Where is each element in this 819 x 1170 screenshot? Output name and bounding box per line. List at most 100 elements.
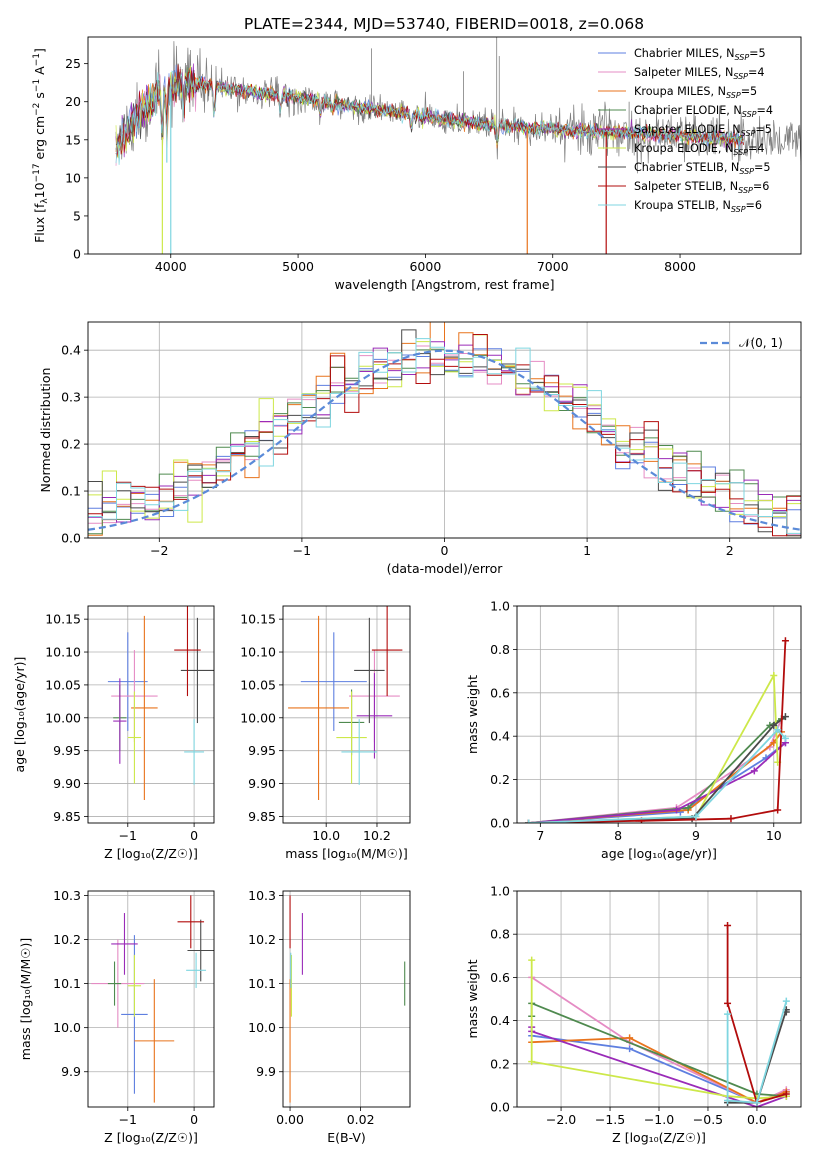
y-tick-label: 9.85 — [53, 809, 81, 824]
mass-weight-marker — [724, 999, 732, 1007]
y-tick-label: 0.4 — [490, 1013, 510, 1028]
massweight_vs_age-panel: 7 8 9 10 0.0 0.2 0.4 0.6 0.8 1.0 age [log₁₀(age/yr… — [465, 599, 802, 861]
x-tick-label: 7 — [536, 828, 544, 843]
mass-weight-marker — [782, 997, 790, 1005]
y-tick-label: 9.95 — [248, 743, 276, 758]
x-tick-label: 5000 — [282, 259, 314, 274]
legend-entry: Chabrier STELIB, NSSP=5 — [634, 161, 771, 176]
mass-weight-marker — [673, 806, 681, 814]
mass-weight-marker — [782, 1090, 790, 1098]
y-axis-label-part: ] — [32, 48, 47, 53]
x-axis-label: mass [log₁₀(M/M☉)] — [285, 846, 407, 861]
residuals-panel-plot-area — [88, 322, 801, 538]
legend-entry: Kroupa STELIB, NSSP=6 — [634, 199, 762, 214]
residual-histogram — [88, 322, 801, 538]
legend-entry-name: Kroupa ELODIE, N — [634, 142, 733, 155]
y-axis-label: age [log₁₀(age/yr)] — [12, 657, 27, 773]
y-tick-label: 10.0 — [53, 1020, 81, 1035]
y-tick-label: 9.90 — [248, 776, 276, 791]
y-tick-label: 0.0 — [490, 1100, 510, 1115]
mass_vs_ebv-panel-frame — [282, 890, 411, 1108]
x-tick-label: 0.00 — [276, 1112, 304, 1127]
spectrum-panel-plot-area — [115, 37, 801, 254]
residuals-panel: −2 −1 0 1 2 0.0 0.1 0.2 0.3 0.4 (data-model)/error… — [38, 321, 802, 576]
x-axis-label: E(B-V) — [327, 1130, 366, 1145]
legend-entry: Chabrier ELODIE, NSSP=4 — [634, 104, 773, 119]
y-tick-label: 0.6 — [490, 685, 510, 700]
y-tick-label: 0.1 — [61, 484, 81, 499]
y-axis-label-part: −2 — [32, 103, 42, 116]
y-axis-label: Flux [fλ10−17 erg cm−2 s−1 A−1] — [32, 48, 50, 243]
y-tick-label: 10.10 — [240, 645, 276, 660]
legend-entry-sub: SSP — [739, 167, 754, 176]
mass-weight-marker — [724, 922, 732, 930]
residual-histogram — [88, 334, 801, 538]
y-axis-label: mass [log₁₀(M/M☉)] — [18, 938, 33, 1060]
y-tick-label: 10.0 — [248, 1020, 276, 1035]
x-tick-label: −2 — [150, 543, 168, 558]
legend-entry-value: =5 — [754, 161, 771, 174]
x-tick-label: 10 — [766, 828, 782, 843]
mass-weight-line — [726, 1000, 788, 1104]
y-tick-label: 0.3 — [61, 390, 81, 405]
legend-entry: Salpeter STELIB, NSSP=6 — [634, 180, 769, 195]
model-spectrum-line — [115, 70, 744, 165]
mass-weight-marker — [753, 1099, 761, 1107]
spectrum-panel-frame — [87, 36, 802, 255]
mass-weight-marker — [770, 671, 778, 679]
mass-weight-line — [528, 742, 787, 823]
legend-entry-name: Salpeter STELIB, N — [634, 180, 738, 193]
y-tick-label: 10.00 — [45, 710, 81, 725]
y-tick-label: 9.85 — [248, 809, 276, 824]
legend-entry-value: =5 — [755, 123, 772, 136]
y-tick-label: 9.95 — [53, 743, 81, 758]
y-tick-label: 0.2 — [490, 1056, 510, 1071]
y-tick-label: 10.15 — [45, 612, 81, 627]
y-tick-label: 10.10 — [45, 645, 81, 660]
mass-weight-marker — [770, 721, 778, 729]
mass-weight-marker — [774, 726, 782, 734]
residual-histogram — [88, 338, 801, 538]
x-axis-label: Z [log₁₀(Z/Z☉)] — [104, 846, 198, 861]
x-axis-label: (data-model)/error — [387, 561, 504, 576]
y-tick-label: 0.4 — [490, 729, 510, 744]
y-tick-label: 10.2 — [53, 932, 81, 947]
y-tick-label: 10.2 — [248, 932, 276, 947]
mass_vs_Z-panel-frame — [87, 890, 215, 1108]
y-tick-label: 0.4 — [61, 343, 81, 358]
mass-weight-marker — [724, 1010, 732, 1018]
mass-weight-line — [528, 640, 787, 823]
mass-weight-marker — [525, 819, 533, 823]
legend-entry-sub: SSP — [733, 148, 748, 157]
x-tick-label: 4000 — [155, 259, 187, 274]
mass-weight-marker — [781, 734, 789, 742]
legend-entry-sub: SSP — [731, 205, 746, 214]
legend-entry-name: Salpeter ELODIE, N — [634, 123, 741, 136]
legend-entry-value: =6 — [753, 180, 770, 193]
age_vs_Z-panel-plot-area — [107, 606, 214, 800]
age_vs_mass-panel: 10.0 10.2 9.85 9.90 9.95 10.00 10.05 10.10 10.15… — [240, 605, 411, 861]
age_vs_Z-panel-frame — [87, 605, 215, 824]
mass-weight-line — [528, 718, 782, 823]
mass_vs_ebv-panel-plot-area — [289, 895, 406, 1103]
y-tick-label: 10.15 — [240, 612, 276, 627]
x-tick-label: 10.2 — [363, 828, 391, 843]
legend-entry-sub: SSP — [734, 53, 749, 62]
y-tick-label: 10.3 — [248, 888, 276, 903]
normal-curve — [88, 349, 801, 531]
y-tick-label: 9.9 — [256, 1064, 276, 1079]
legend-entry-name: Kroupa STELIB, N — [634, 199, 731, 212]
legend-entry: Kroupa ELODIE, NSSP=4 — [634, 142, 765, 157]
y-tick-label: 9.9 — [61, 1064, 81, 1079]
x-axis-label: age [log₁₀(age/yr)] — [601, 846, 717, 861]
x-tick-label: 0 — [190, 828, 198, 843]
mass-weight-marker — [750, 767, 758, 775]
legend-entry: 𝒩(0, 1) — [739, 336, 783, 350]
y-tick-label: 10.1 — [53, 976, 81, 991]
mass_vs_Z-panel-plot-area — [91, 895, 214, 1103]
y-tick-label: 10 — [65, 170, 81, 185]
mass-weight-marker — [626, 1034, 634, 1042]
legend-entry-value: =5 — [749, 47, 766, 60]
